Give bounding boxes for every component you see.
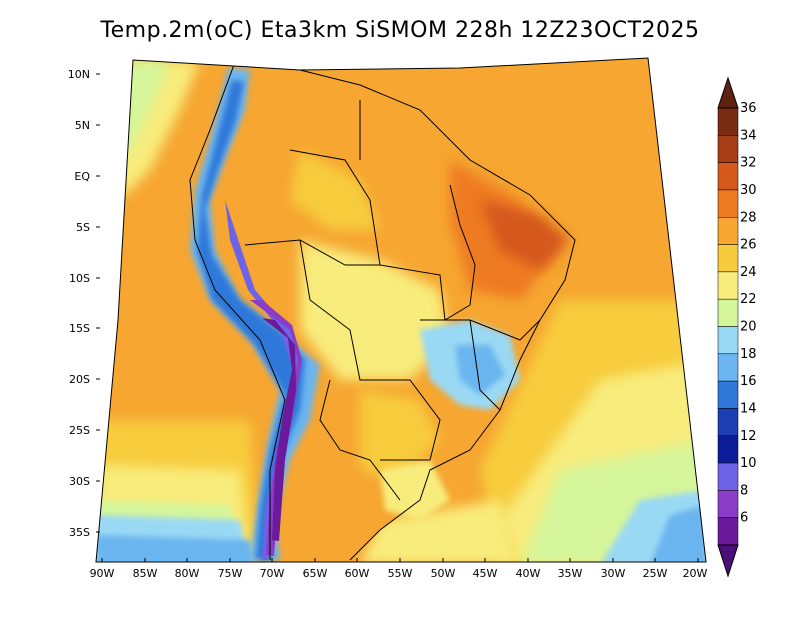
lon-label: 30W	[601, 567, 626, 580]
lat-label: 35S	[69, 526, 90, 539]
colorbar-label: 8	[740, 483, 748, 498]
lon-label: 65W	[303, 567, 328, 580]
lon-label: 40W	[516, 567, 541, 580]
lon-label: 35W	[558, 567, 583, 580]
colorbar-swatch	[717, 298, 739, 327]
lat-label: 15S	[69, 322, 90, 335]
colorbar-swatch	[717, 135, 739, 163]
colorbar-label: 22	[740, 292, 757, 307]
colorbar-label: 10	[740, 456, 757, 471]
lat-label: 20S	[69, 373, 90, 386]
lat-label: EQ	[74, 170, 90, 183]
colorbar-label: 36	[740, 101, 757, 116]
lon-label: 75W	[218, 567, 243, 580]
lat-label: 25S	[69, 424, 90, 437]
colorbar-bottom-triangle	[717, 544, 739, 578]
colorbar-label: 6	[740, 511, 748, 526]
colorbar-label: 30	[740, 183, 757, 198]
domain-outline	[95, 57, 707, 563]
colorbar-swatch	[717, 462, 739, 491]
lat-label: 10S	[69, 272, 90, 285]
lat-label: 5S	[76, 221, 90, 234]
colorbar-swatch	[717, 380, 739, 409]
lon-label: 80W	[175, 567, 200, 580]
colorbar-swatch	[717, 435, 739, 464]
borders	[189, 61, 576, 561]
lat-label: 5N	[75, 119, 90, 132]
colorbar-label: 12	[740, 429, 757, 444]
colorbar-label: 16	[740, 374, 757, 389]
colorbar-swatch	[717, 189, 739, 218]
lon-label: 50W	[431, 567, 456, 580]
colorbar-swatch	[717, 408, 739, 436]
continent-field	[190, 62, 575, 560]
map-title: Temp.2m(oC) Eta3km SiSMOM 228h 12Z23OCT2…	[100, 18, 700, 43]
lon-label: 20W	[683, 567, 708, 580]
colorbar-swatch	[717, 162, 739, 191]
colorbar-swatch	[717, 107, 739, 136]
colorbar-swatch	[717, 353, 739, 382]
lon-label: 45W	[473, 567, 498, 580]
colorbar-swatch	[717, 244, 739, 273]
colorbar-label: 26	[740, 238, 757, 253]
colorbar-swatch	[717, 490, 739, 518]
colorbar: 36 34 32 30 28 26 24 22 20 18 16 14 12 10 8 6	[717, 76, 757, 578]
lon-label: 60W	[345, 567, 370, 580]
lon-label: 70W	[260, 567, 285, 580]
colorbar-label: 14	[740, 401, 757, 416]
colorbar-label: 24	[740, 265, 757, 280]
lon-axis: 90W 85W 80W 75W 70W 65W 60W 55W 50W 45W …	[90, 558, 708, 580]
colorbar-label: 28	[740, 210, 757, 225]
lat-axis: 10N 5N EQ 5S 10S 15S 20S 25S 30S 35S	[68, 68, 100, 539]
colorbar-swatch	[717, 517, 739, 546]
colorbar-label: 20	[740, 320, 757, 335]
lon-label: 85W	[133, 567, 158, 580]
colorbar-label: 34	[740, 128, 757, 143]
lon-label: 90W	[90, 567, 115, 580]
colorbar-label: 18	[740, 347, 757, 362]
colorbar-swatch	[717, 271, 739, 300]
colorbar-top-triangle	[717, 76, 739, 109]
lat-label: 30S	[69, 475, 90, 488]
colorbar-label: 32	[740, 156, 757, 171]
colorbar-swatch	[717, 217, 739, 245]
lon-label: 55W	[388, 567, 413, 580]
lon-label: 25W	[643, 567, 668, 580]
colorbar-swatch	[717, 326, 739, 355]
lat-label: 10N	[68, 68, 90, 81]
